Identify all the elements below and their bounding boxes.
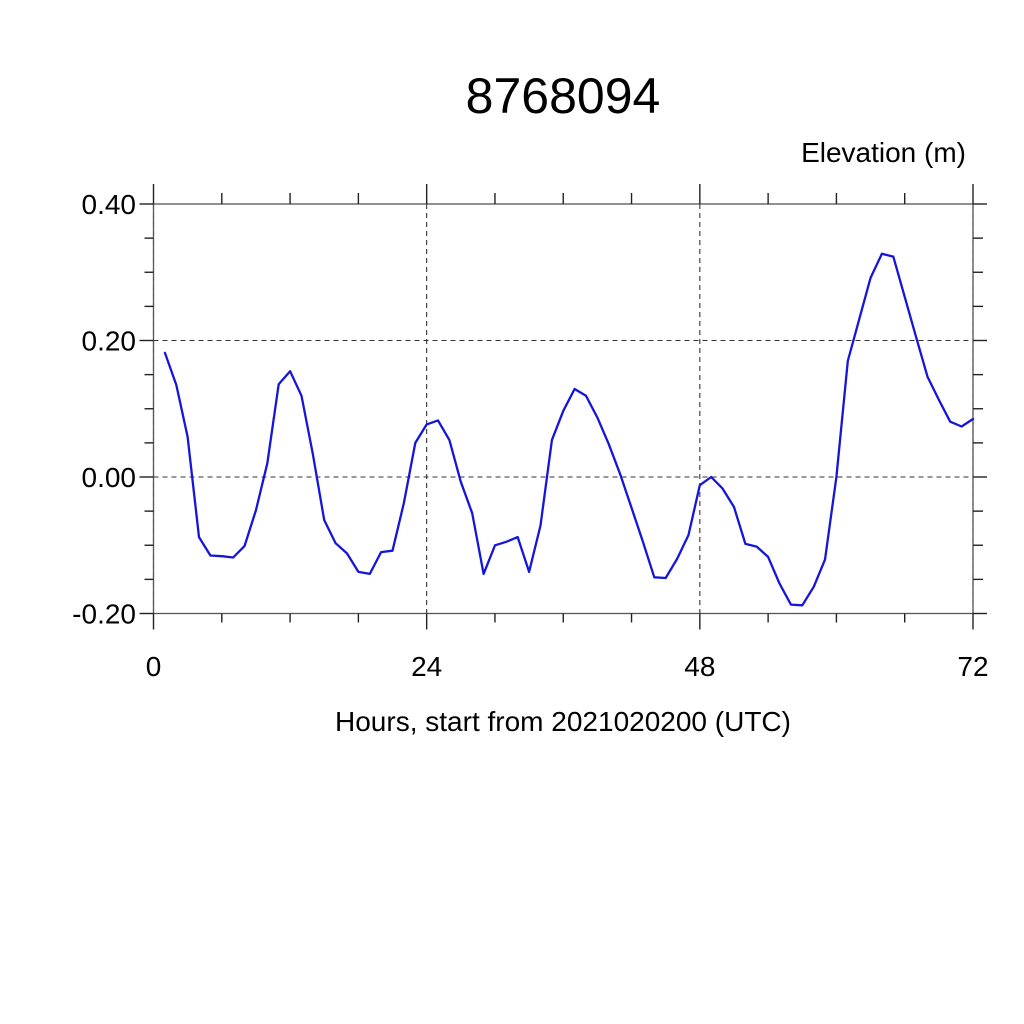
x-tick-label: 48 xyxy=(684,651,715,682)
elevation-line xyxy=(163,252,975,607)
axis-ticks xyxy=(139,184,987,630)
x-tick-label: 72 xyxy=(957,651,988,682)
y-axis-label: Elevation (m) xyxy=(801,137,966,168)
y-tick-label: 0.40 xyxy=(82,189,137,220)
y-tick-label: -0.20 xyxy=(72,599,136,630)
x-tick-label: 24 xyxy=(411,651,442,682)
x-tick-label: 0 xyxy=(146,651,162,682)
y-tick-label: 0.00 xyxy=(82,462,137,493)
y-tick-label: 0.20 xyxy=(82,326,137,357)
x-tick-labels: 0 24 48 72 xyxy=(146,651,989,682)
x-axis-label: Hours, start from 2021020200 (UTC) xyxy=(335,706,791,737)
y-tick-labels: 0.40 0.20 0.00 -0.20 xyxy=(72,189,136,630)
chart-title: 8768094 xyxy=(466,68,661,124)
